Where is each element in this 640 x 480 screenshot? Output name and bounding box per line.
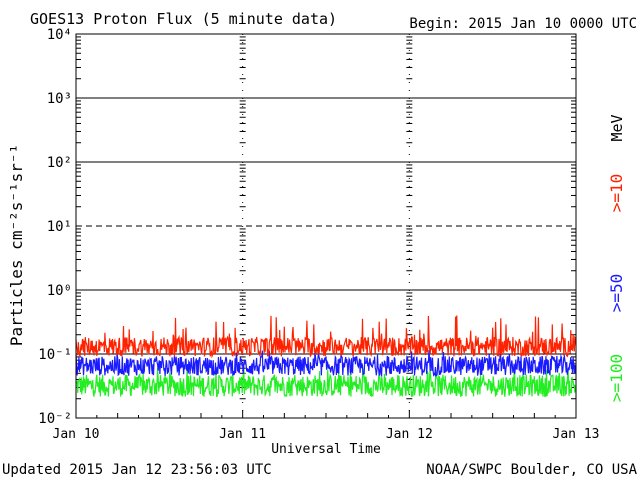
y-tick-label: 10⁻¹ xyxy=(38,347,72,363)
y-tick-labels: 10⁻² 10⁻¹ 10⁰ 10¹ 10² 10³ 10⁴ xyxy=(38,27,72,427)
legend-entry: >=10 xyxy=(607,174,626,213)
x-tick-label: Jan 12 xyxy=(386,427,433,442)
x-tick-label: Jan 11 xyxy=(219,427,266,442)
legend-unit: MeV xyxy=(608,114,626,141)
series-line xyxy=(75,315,577,359)
y-tick-label: 10¹ xyxy=(47,219,72,235)
y-tick-label: 10³ xyxy=(47,91,72,107)
x-tick-label: Jan 13 xyxy=(553,427,600,442)
y-axis-label: Particles cm⁻²s⁻¹sr⁻¹ xyxy=(7,144,26,346)
y-tick-label: 10⁰ xyxy=(47,283,72,299)
y-tick-label: 10² xyxy=(47,155,72,171)
x-axis-label: Universal Time xyxy=(271,442,381,457)
plot-frame xyxy=(75,33,577,419)
legend: MeV >=10 >=50 >=100 xyxy=(607,114,626,402)
series-layer xyxy=(75,315,577,398)
x-tick-labels: Jan 10 Jan 11 Jan 12 Jan 13 xyxy=(53,427,600,442)
y-tick-label: 10⁴ xyxy=(47,27,72,43)
begin-time: Begin: 2015 Jan 10 0000 UTC xyxy=(409,16,637,32)
credit: NOAA/SWPC Boulder, CO USA xyxy=(426,462,637,478)
updated-time: Updated 2015 Jan 12 23:56:03 UTC xyxy=(2,462,272,478)
series-line xyxy=(75,349,577,378)
chart-title: GOES13 Proton Flux (5 minute data) xyxy=(30,10,337,28)
x-tick-label: Jan 10 xyxy=(53,427,100,442)
legend-entry: >=100 xyxy=(607,354,626,402)
legend-entry: >=50 xyxy=(607,274,626,313)
y-tick-label: 10⁻² xyxy=(38,411,72,427)
series-line xyxy=(75,366,577,398)
